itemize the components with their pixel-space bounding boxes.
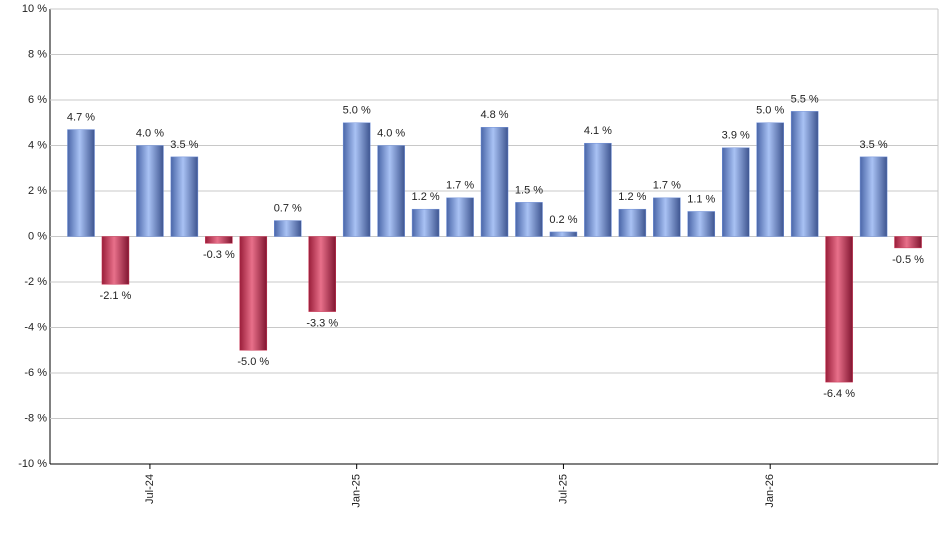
y-tick-label: 10 %: [22, 3, 47, 15]
value-label: -2.1 %: [100, 290, 132, 302]
bar: [308, 236, 336, 312]
y-tick-label: -8 %: [24, 412, 47, 424]
bar: [101, 236, 130, 285]
value-label: 4.1 %: [584, 125, 612, 137]
value-label: -6.4 %: [823, 388, 855, 400]
bar: [721, 147, 750, 237]
bar: [377, 145, 405, 237]
value-label: -5.0 %: [237, 356, 269, 368]
value-label: 3.5 %: [860, 139, 888, 151]
y-tick-label: -10 %: [18, 458, 47, 470]
bar: [274, 220, 302, 237]
value-label: 4.0 %: [377, 127, 405, 139]
bar: [342, 122, 371, 237]
y-tick-label: 8 %: [28, 48, 47, 60]
y-tick-label: -2 %: [24, 276, 47, 288]
value-label: 1.5 %: [515, 184, 543, 196]
value-label: 5.0 %: [756, 105, 784, 117]
bar: [653, 197, 681, 237]
bar: [756, 122, 784, 237]
value-label: 4.0 %: [136, 127, 164, 139]
y-tick-label: -4 %: [24, 321, 47, 333]
y-tick-label: -6 %: [24, 367, 47, 379]
bar: [411, 208, 440, 237]
value-label: -0.5 %: [892, 254, 924, 266]
bar: [480, 127, 509, 237]
bar: [549, 231, 578, 237]
bar: [859, 156, 888, 237]
x-tick-label: Jul-24: [144, 474, 156, 504]
value-label: 3.5 %: [170, 139, 198, 151]
y-tick-label: 6 %: [28, 94, 47, 106]
value-label: 1.2 %: [412, 191, 440, 203]
y-tick-label: 0 %: [28, 230, 47, 242]
y-tick-label: 2 %: [28, 185, 47, 197]
bar: [67, 129, 95, 237]
bar: [825, 236, 853, 383]
value-label: 0.7 %: [274, 202, 302, 214]
bar: [205, 236, 233, 244]
value-label: -3.3 %: [306, 317, 338, 329]
bar: [136, 145, 164, 237]
bar: [790, 111, 819, 237]
bar: [618, 208, 647, 237]
value-label: -0.3 %: [203, 249, 235, 261]
value-label: 4.7 %: [67, 111, 95, 123]
value-label: 1.2 %: [618, 191, 646, 203]
value-label: 1.7 %: [446, 180, 474, 192]
x-tick-label: Jan-25: [351, 474, 363, 508]
value-label: 5.5 %: [791, 93, 819, 105]
value-label: 5.0 %: [343, 105, 371, 117]
bar: [584, 142, 612, 237]
value-label: 4.8 %: [480, 109, 508, 121]
value-label: 1.7 %: [653, 180, 681, 192]
bar: [515, 202, 543, 237]
x-tick-label: Jan-26: [764, 474, 776, 508]
bar: [687, 211, 716, 237]
value-label: 3.9 %: [722, 130, 750, 142]
bar: [170, 156, 199, 237]
x-tick-label: Jul-25: [557, 474, 569, 504]
bar: [894, 236, 922, 249]
bar: [446, 197, 474, 237]
bar: [239, 236, 268, 351]
value-label: 1.1 %: [687, 193, 715, 205]
value-label: 0.2 %: [549, 214, 577, 226]
y-tick-label: 4 %: [28, 139, 47, 151]
